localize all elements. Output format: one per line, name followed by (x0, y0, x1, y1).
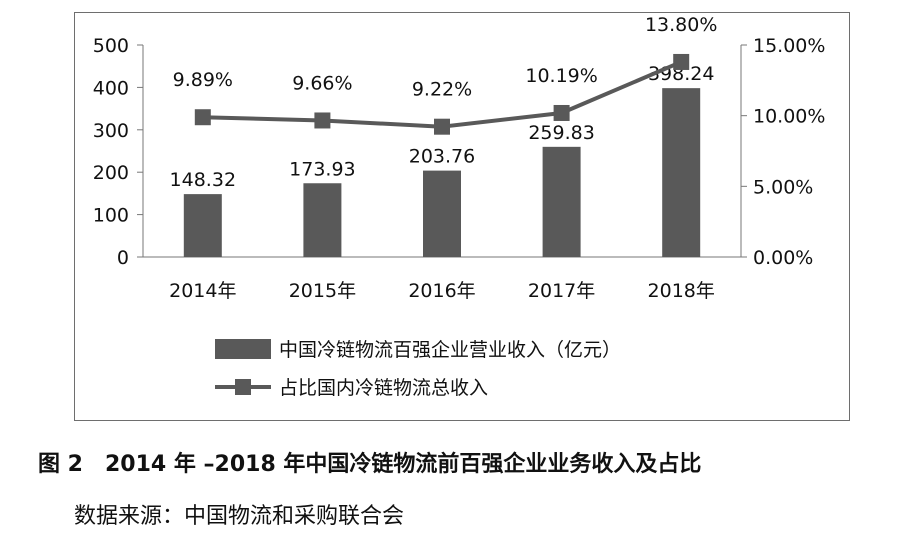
x-category-label: 2018年 (648, 280, 715, 302)
share-value-label: 9.66% (292, 72, 352, 94)
bar-value-label: 259.83 (528, 122, 594, 144)
share-marker (434, 118, 450, 135)
bar-value-label: 203.76 (409, 146, 475, 168)
chart-frame: 0 100 200 300 400 500 0.00% 5.00% 10.00% 15.00% 14… (74, 12, 850, 421)
share-marker (194, 109, 211, 126)
legend-bar-swatch (215, 338, 271, 359)
legend-label-revenue: 中国冷链物流百强企业营业收入（亿元） (279, 339, 622, 361)
left-tick-label: 100 (93, 205, 129, 227)
legend-item-revenue: 中国冷链物流百强企业营业收入（亿元） (215, 335, 621, 362)
x-category-label: 2016年 (408, 280, 475, 302)
share-marker (553, 104, 570, 121)
share-value-label: 9.22% (412, 79, 472, 101)
bar-revenue (423, 170, 461, 257)
right-tick-label: 15.00% (753, 35, 825, 57)
combo-chart: 0 100 200 300 400 500 0.00% 5.00% 10.00% 15.00% 14… (93, 14, 826, 302)
right-tick-label: 5.00% (753, 176, 813, 198)
bar-revenue (303, 183, 342, 257)
source-note: 数据来源：中国物流和采购联合会 (74, 504, 405, 529)
left-tick-label: 500 (93, 35, 129, 57)
legend-item-share: 占比国内冷链物流总收入 (215, 373, 488, 400)
x-category-label: 2015年 (289, 280, 356, 302)
share-marker (673, 53, 690, 70)
bar-value-label: 148.32 (170, 169, 236, 191)
share-value-label: 9.89% (173, 69, 233, 91)
x-category-label: 2017年 (528, 280, 595, 302)
bar-value-label: 173.93 (289, 158, 355, 180)
x-category-label: 2014年 (169, 280, 236, 302)
share-value-label: 10.19% (525, 65, 597, 87)
bar-revenue (183, 194, 222, 257)
share-value-label: 13.80% (645, 14, 717, 36)
figure-caption: 图 2 2014 年 –2018 年中国冷链物流前百强企业业务收入及占比 (38, 452, 702, 477)
left-tick-label: 200 (93, 162, 129, 184)
legend-label-share: 占比国内冷链物流总收入 (279, 377, 489, 399)
left-tick-label: 300 (93, 120, 129, 142)
right-tick-label: 10.00% (753, 106, 825, 128)
right-tick-label: 0.00% (753, 247, 813, 269)
share-marker (314, 112, 331, 129)
legend-line-swatch (215, 377, 271, 397)
left-tick-label: 400 (93, 77, 129, 99)
left-tick-label: 0 (117, 247, 129, 269)
bar-revenue (542, 146, 581, 257)
bar-revenue (662, 88, 701, 257)
